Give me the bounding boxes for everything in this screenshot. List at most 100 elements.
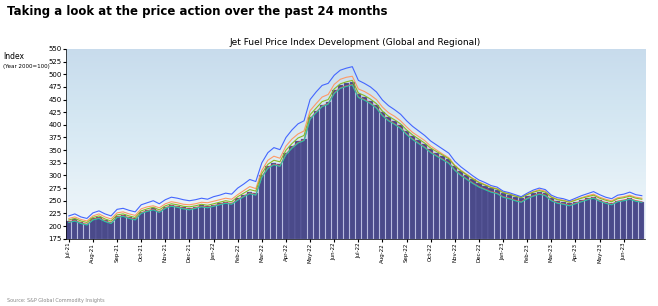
Bar xyxy=(531,193,536,239)
Bar xyxy=(597,200,602,239)
Bar xyxy=(404,131,409,239)
Bar xyxy=(350,82,355,239)
Bar xyxy=(290,146,295,239)
Bar xyxy=(386,117,391,239)
Bar xyxy=(416,140,421,239)
Bar xyxy=(591,197,596,239)
Bar xyxy=(223,202,228,239)
Bar xyxy=(507,195,512,239)
Bar xyxy=(217,203,222,239)
Bar xyxy=(241,195,246,239)
Bar xyxy=(555,201,560,239)
Bar xyxy=(145,210,150,239)
Bar xyxy=(627,198,632,239)
Bar xyxy=(621,200,626,239)
Bar xyxy=(392,121,397,239)
Bar xyxy=(103,220,107,239)
Bar xyxy=(356,95,361,239)
Bar xyxy=(175,206,180,239)
Bar xyxy=(633,201,638,239)
Bar xyxy=(114,216,120,239)
Bar xyxy=(422,144,427,239)
Bar xyxy=(78,222,84,239)
Bar xyxy=(549,198,554,239)
Bar xyxy=(84,223,89,239)
Bar xyxy=(452,166,457,239)
Bar xyxy=(235,198,240,239)
Bar xyxy=(374,105,379,239)
Bar xyxy=(151,208,156,239)
Bar xyxy=(513,197,518,239)
Text: Taking a look at the price action over the past 24 months: Taking a look at the price action over t… xyxy=(7,5,387,17)
Bar xyxy=(585,198,590,239)
Bar xyxy=(488,188,494,239)
Bar xyxy=(307,117,313,239)
Bar xyxy=(567,203,572,239)
Bar xyxy=(543,193,548,239)
Bar xyxy=(398,125,403,239)
Bar xyxy=(278,164,282,239)
Bar xyxy=(495,190,499,239)
Text: Source: S&P Global Commodity Insights: Source: S&P Global Commodity Insights xyxy=(7,298,104,303)
Bar xyxy=(640,202,644,239)
Bar xyxy=(561,202,566,239)
Bar xyxy=(362,97,367,239)
Text: Index: Index xyxy=(3,52,24,61)
Bar xyxy=(72,219,78,239)
Bar xyxy=(139,212,143,239)
Bar xyxy=(66,221,71,239)
Bar xyxy=(295,141,301,239)
Bar xyxy=(428,149,433,239)
Bar xyxy=(97,217,101,239)
Bar xyxy=(380,112,385,239)
Bar xyxy=(459,171,463,239)
Bar xyxy=(120,215,126,239)
Bar xyxy=(326,102,331,239)
Bar xyxy=(253,193,259,239)
Bar xyxy=(320,105,324,239)
Bar xyxy=(199,205,204,239)
Bar xyxy=(465,175,469,239)
Bar xyxy=(211,205,216,239)
Bar xyxy=(470,180,476,239)
Bar xyxy=(205,206,210,239)
Bar xyxy=(476,183,482,239)
Bar xyxy=(440,156,445,239)
Bar xyxy=(609,203,614,239)
Bar xyxy=(126,217,132,239)
Title: Jet Fuel Price Index Development (Global and Regional): Jet Fuel Price Index Development (Global… xyxy=(230,38,481,47)
Bar xyxy=(519,198,524,239)
Bar xyxy=(169,205,174,239)
Bar xyxy=(434,153,440,239)
Bar xyxy=(338,85,343,239)
Bar xyxy=(163,207,168,239)
Bar xyxy=(284,153,288,239)
Bar xyxy=(193,207,198,239)
Bar xyxy=(573,202,578,239)
Bar xyxy=(537,192,542,239)
Bar xyxy=(524,196,530,239)
Bar xyxy=(187,208,192,239)
Bar xyxy=(247,192,252,239)
Bar xyxy=(109,222,114,239)
Bar xyxy=(133,218,138,239)
Bar xyxy=(271,163,276,239)
Bar xyxy=(332,91,337,239)
Bar xyxy=(157,211,162,239)
Bar xyxy=(446,159,451,239)
Bar xyxy=(579,200,584,239)
Bar xyxy=(615,201,620,239)
Bar xyxy=(368,101,373,239)
Bar xyxy=(501,193,505,239)
Bar xyxy=(314,111,318,239)
Bar xyxy=(181,207,186,239)
Bar xyxy=(410,136,415,239)
Bar xyxy=(259,175,265,239)
Bar xyxy=(90,218,95,239)
Bar xyxy=(343,83,349,239)
Bar xyxy=(229,203,234,239)
Bar xyxy=(265,166,270,239)
Text: (Year 2000=100): (Year 2000=100) xyxy=(3,64,50,69)
Bar xyxy=(301,139,307,239)
Bar xyxy=(482,185,488,239)
